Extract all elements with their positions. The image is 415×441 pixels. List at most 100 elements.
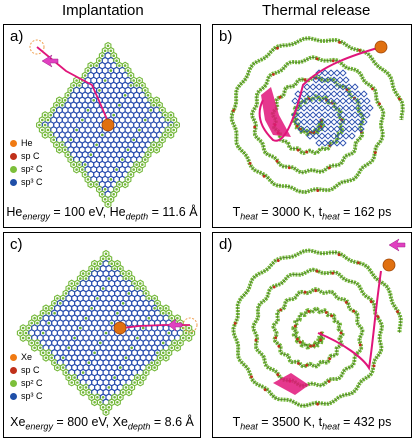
carbon-atom (187, 326, 191, 330)
sp-carbon-atom (376, 315, 380, 318)
carbon-atom (47, 321, 51, 325)
caption-b: Theat = 3000 K, theat = 162 ps (232, 204, 392, 222)
carbon-atom (121, 391, 125, 394)
carbon-atom (159, 307, 162, 310)
carbon-atom (103, 198, 107, 201)
carbon-atom (69, 89, 73, 92)
carbon-atom (89, 183, 93, 186)
carbon-atom (161, 341, 165, 345)
carbon-atom (73, 336, 76, 340)
release-trajectory (258, 46, 382, 142)
carbon-atom (161, 311, 165, 315)
sp-carbon-atom (358, 49, 361, 52)
sp3-cell (339, 125, 347, 133)
carbon-atom (132, 168, 135, 171)
sp3-cell (348, 132, 356, 140)
carbon-atom (101, 54, 104, 57)
carbon-atom (172, 118, 175, 122)
carbon-atom (115, 188, 118, 191)
carbon-atom (61, 356, 65, 360)
carbon-atom (147, 297, 151, 300)
carbon-atom (161, 138, 164, 142)
carbon-atom (130, 386, 133, 389)
carbon-atom (129, 84, 133, 87)
sp3-cell (336, 76, 344, 84)
sp3-cell (339, 111, 347, 119)
carbon-atom (95, 64, 98, 67)
carbon-atom (79, 326, 82, 330)
carbon-atom (136, 336, 139, 340)
carbon-atom (144, 292, 148, 295)
direction-arrow (41, 54, 59, 68)
carbon-atom (101, 396, 105, 399)
legend-label: sp³ C (21, 177, 43, 187)
carbon-atom (67, 287, 71, 290)
sp3-cell (324, 104, 332, 112)
carbon-atom (124, 386, 128, 389)
carbon-atom (55, 143, 58, 147)
carbon-atom (190, 331, 193, 335)
legend-dot-icon (10, 354, 17, 361)
carbon-atom (147, 316, 151, 320)
carbon-atom (38, 123, 41, 127)
carbon-atom (43, 123, 47, 127)
lattice-diamond-c (16, 249, 196, 417)
sp3-cell (309, 83, 317, 91)
sp3-cell (315, 111, 323, 119)
sp-carbon-atom (314, 289, 318, 293)
carbon-atom (116, 401, 119, 404)
sp3-cell (339, 139, 347, 147)
sp3-cell (336, 118, 344, 126)
carbon-atom (93, 262, 96, 265)
carbon-atom (129, 74, 133, 77)
carbon-atom (101, 193, 104, 196)
carbon-ring (121, 180, 129, 189)
sp3-cell (363, 97, 371, 105)
carbon-atom (112, 193, 115, 196)
sp3-cell (342, 104, 350, 112)
sp3-cell (363, 111, 371, 119)
sp3-cell (315, 125, 323, 133)
carbon-atom (115, 59, 118, 62)
carbon-atom (103, 49, 107, 53)
carbon-atom (161, 108, 164, 112)
panel-c-scene (16, 249, 198, 417)
sp3-cell (345, 111, 353, 119)
legend-dot-icon (10, 179, 17, 186)
carbon-ring (162, 353, 170, 362)
carbon-atom (153, 307, 156, 310)
carbon-atom (167, 351, 171, 355)
carbon-atom (50, 307, 53, 310)
sp3-cell (360, 104, 368, 112)
carbon-atom (147, 366, 151, 369)
sp3-cell (327, 139, 335, 147)
carbon-atom (73, 376, 76, 379)
legend-item: sp² C (10, 377, 43, 390)
sp3-cell (303, 125, 311, 133)
carbon-atom (96, 297, 99, 300)
carbon-atom (143, 158, 147, 161)
carbon-atom (129, 173, 133, 176)
carbon-atom (158, 103, 161, 107)
sp3-cell (342, 90, 350, 98)
carbon-atom (59, 302, 62, 305)
carbon-atom (19, 331, 22, 335)
carbon-atom (101, 257, 105, 261)
carbon-atom (79, 386, 82, 389)
sp-carbon-atom (277, 344, 281, 348)
panel-d: d) Theat = 3500 K, theat = 432 ps (212, 232, 412, 438)
carbon-atom (72, 163, 75, 166)
carbon-atom (109, 69, 113, 72)
carbon-atom (164, 356, 168, 360)
carbon-atom (27, 336, 31, 340)
carbon-atom (143, 89, 147, 92)
carbon-atom (36, 341, 39, 345)
carbon-atom (146, 94, 150, 97)
carbon-atom (116, 262, 119, 265)
carbon-atom (81, 168, 84, 171)
carbon-atom (70, 282, 73, 285)
carbon-atom (53, 311, 56, 315)
carbon-atom (98, 188, 101, 191)
legend-item: sp C (10, 150, 43, 163)
carbon-atom (156, 302, 159, 305)
